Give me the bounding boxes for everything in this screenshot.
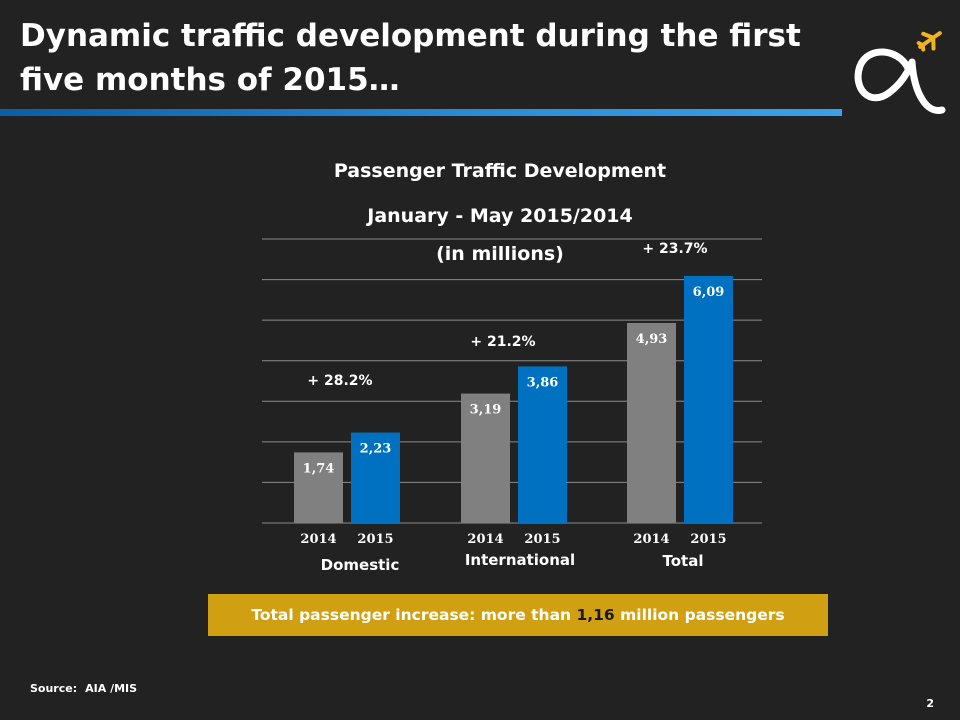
chart-unit-label: (in millions) [436,243,564,265]
source-value: AIA /MIS [85,682,138,695]
bar-total-2014 [627,322,676,523]
year-tick-label: 2015 [357,532,393,547]
year-tick-label: 2015 [524,532,560,547]
banner-text-before: Total passenger increase: more than [251,606,577,624]
data-label: 4,93 [636,332,668,347]
bar-international-2014 [461,393,510,523]
chart-title: Passenger Traffic Development [333,160,667,182]
data-label: 3,19 [470,403,502,418]
banner-text-after: million passengers [614,606,785,624]
chart-subtitle: January - May 2015/2014 [367,205,633,227]
banner-highlight: 1,16 [576,606,615,624]
bar-international-2015 [518,366,567,523]
airport-logo-icon [854,31,946,114]
group-label: Domestic [321,556,400,574]
airplane-icon [916,31,942,52]
bar-total-2015 [684,275,733,523]
source-label: Source: [30,682,78,695]
year-tick-label: 2015 [690,532,726,547]
slide-title: Dynamic traffic development during the f… [20,18,801,98]
data-label: 6,09 [693,285,725,300]
group-label: Total [663,552,704,570]
year-tick-label: 2014 [300,532,336,547]
group-label: International [465,551,575,569]
year-tick-label: 2014 [467,532,503,547]
data-label: 3,86 [527,375,559,390]
summary-banner: Total passenger increase: more than 1,16… [208,594,828,636]
page-number: 2 [926,697,934,710]
bar-domestic-2014 [294,452,343,523]
title-underline [0,109,842,116]
data-label: 2,23 [360,442,392,457]
bar-domestic-2015 [351,432,400,523]
growth-label: + 28.2% [307,373,372,389]
growth-label: + 21.2% [470,334,535,350]
source-note: Source: AIA /MIS [30,682,137,695]
data-label: 1,74 [303,461,335,476]
year-tick-label: 2014 [633,532,669,547]
growth-label: + 23.7% [642,241,707,257]
